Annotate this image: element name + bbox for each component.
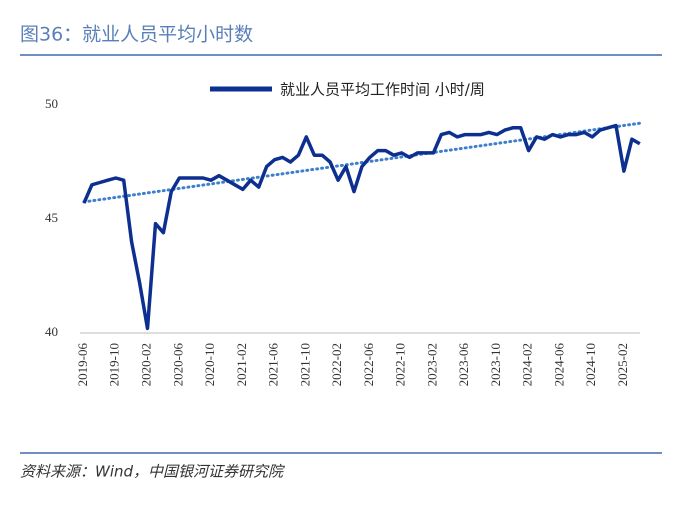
- x-tick-label: 2025-02: [615, 343, 630, 386]
- chart-title: 图36：就业人员平均小时数: [20, 24, 253, 46]
- x-tick-label: 2019-06: [75, 343, 90, 387]
- x-tick-label: 2020-02: [139, 343, 154, 386]
- x-tick-label: 2021-06: [266, 343, 281, 387]
- y-tick-label: 45: [45, 210, 58, 225]
- x-tick-label: 2021-02: [234, 343, 249, 386]
- x-tick-label: 2024-06: [551, 343, 566, 387]
- source: 资料来源：Wind，中国银河证券研究院: [20, 463, 285, 481]
- x-tick-label: 2023-06: [456, 343, 471, 387]
- y-tick-label: 40: [45, 324, 58, 339]
- x-tick-label: 2022-02: [329, 343, 344, 386]
- x-tick-label: 2024-10: [583, 343, 598, 386]
- trendline: [82, 121, 642, 204]
- x-tick-label: 2019-10: [107, 343, 122, 386]
- legend-label: 就业人员平均工作时间 小时/周: [280, 81, 485, 99]
- x-tick-label: 2023-02: [424, 343, 439, 386]
- x-tick-label: 2024-02: [520, 343, 535, 386]
- x-tick-label: 2022-06: [361, 343, 376, 387]
- x-tick-label: 2020-06: [170, 343, 185, 387]
- x-tick-label: 2021-10: [297, 343, 312, 386]
- series-line: [82, 123, 641, 331]
- y-tick-label: 50: [45, 96, 58, 111]
- x-tick-label: 2020-10: [202, 343, 217, 386]
- x-tick-label: 2023-10: [488, 343, 503, 386]
- x-tick-label: 2022-10: [393, 343, 408, 386]
